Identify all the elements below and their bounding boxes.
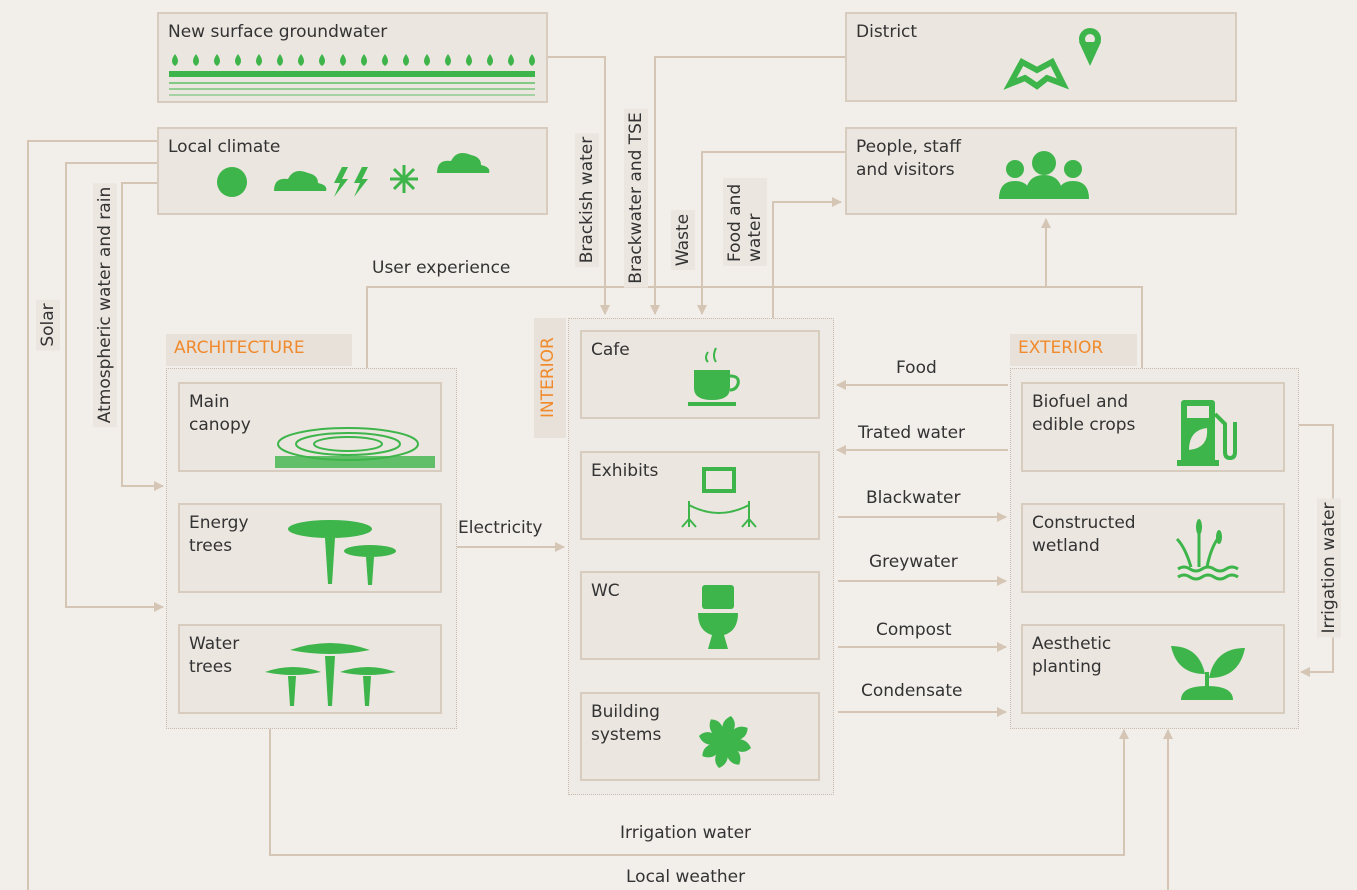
flow-label: Solar <box>36 299 60 351</box>
source-box: People, staff and visitors <box>845 127 1237 215</box>
box-label: District <box>856 22 918 42</box>
icon-water-trees <box>265 643 396 706</box>
flow-label: Brackish water <box>575 132 599 268</box>
flow-label: Condensate <box>861 681 963 701</box>
icon-cafe <box>688 347 740 406</box>
icon-plant <box>1171 646 1245 700</box>
item-box: Exhibits <box>580 451 820 540</box>
item-box: Aesthetic planting <box>1021 624 1285 714</box>
flow-label: Irrigation water <box>620 823 752 843</box>
box-label: Local climate <box>168 137 281 157</box>
flow-label: Brackwater and TSE <box>624 108 648 288</box>
box-label: People, staff and visitors <box>856 137 961 180</box>
icon-wetland <box>1175 519 1239 581</box>
box-label: Building systems <box>591 702 662 745</box>
box-label: Cafe <box>591 340 630 360</box>
group-label: ARCHITECTURE <box>166 334 352 366</box>
item-box: Energy trees <box>178 503 442 593</box>
box-label: Aesthetic planting <box>1032 634 1112 677</box>
icon-biofuel <box>1177 400 1237 466</box>
icon-water <box>169 54 535 96</box>
box-label: WC <box>591 581 620 601</box>
flow-label: Waste <box>671 209 695 271</box>
flow-label: Food <box>896 358 937 378</box>
item-box: WC <box>580 571 820 660</box>
source-box: Local climate <box>157 127 548 215</box>
item-box: Cafe <box>580 330 820 419</box>
flow-label: Atmospheric water and rain <box>93 182 117 428</box>
icon-canopy <box>275 427 435 468</box>
group-label: EXTERIOR <box>1010 334 1137 366</box>
item-box: Building systems <box>580 692 820 781</box>
flow-label: Irrigation water <box>1317 498 1341 638</box>
flow-label: Greywater <box>869 552 958 572</box>
flow-label: Blackwater <box>866 488 961 508</box>
icon-fan <box>699 716 751 768</box>
flow-label: Food and water <box>723 178 767 266</box>
icon-wc <box>698 585 738 649</box>
source-box: New surface groundwater <box>157 12 548 103</box>
item-box: Main canopy <box>178 382 442 472</box>
item-box: Constructed wetland <box>1021 503 1285 593</box>
source-box: District <box>845 12 1237 102</box>
box-label: New surface groundwater <box>168 22 388 42</box>
item-box: Water trees <box>178 624 442 714</box>
icon-energy-trees <box>288 520 396 585</box>
box-label: Exhibits <box>591 461 659 481</box>
box-label: Constructed wetland <box>1032 513 1136 556</box>
flow-label: Trated water <box>858 423 966 443</box>
box-label: Energy trees <box>189 513 249 556</box>
flow-label: User experience <box>372 258 511 278</box>
box-label: Water trees <box>189 634 240 677</box>
box-label: Main canopy <box>189 392 251 435</box>
icon-map <box>1003 28 1101 90</box>
flow-label: Compost <box>876 620 952 640</box>
icon-climate <box>217 153 490 197</box>
item-box: Biofuel and edible crops <box>1021 382 1285 472</box>
icon-people <box>999 151 1089 199</box>
icon-exhibit <box>681 467 757 528</box>
flow-label: Local weather <box>626 867 746 887</box>
box-label: Biofuel and edible crops <box>1032 392 1136 435</box>
flow-label: Electricity <box>458 518 543 538</box>
group-label: INTERIOR <box>534 318 566 438</box>
